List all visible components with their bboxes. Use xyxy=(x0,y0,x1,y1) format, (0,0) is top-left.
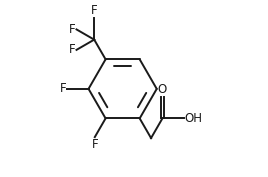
Text: F: F xyxy=(59,82,66,95)
Text: F: F xyxy=(91,4,98,17)
Text: OH: OH xyxy=(185,112,203,125)
Text: O: O xyxy=(158,83,167,96)
Text: F: F xyxy=(69,23,76,36)
Text: F: F xyxy=(91,138,98,151)
Text: F: F xyxy=(69,43,76,56)
